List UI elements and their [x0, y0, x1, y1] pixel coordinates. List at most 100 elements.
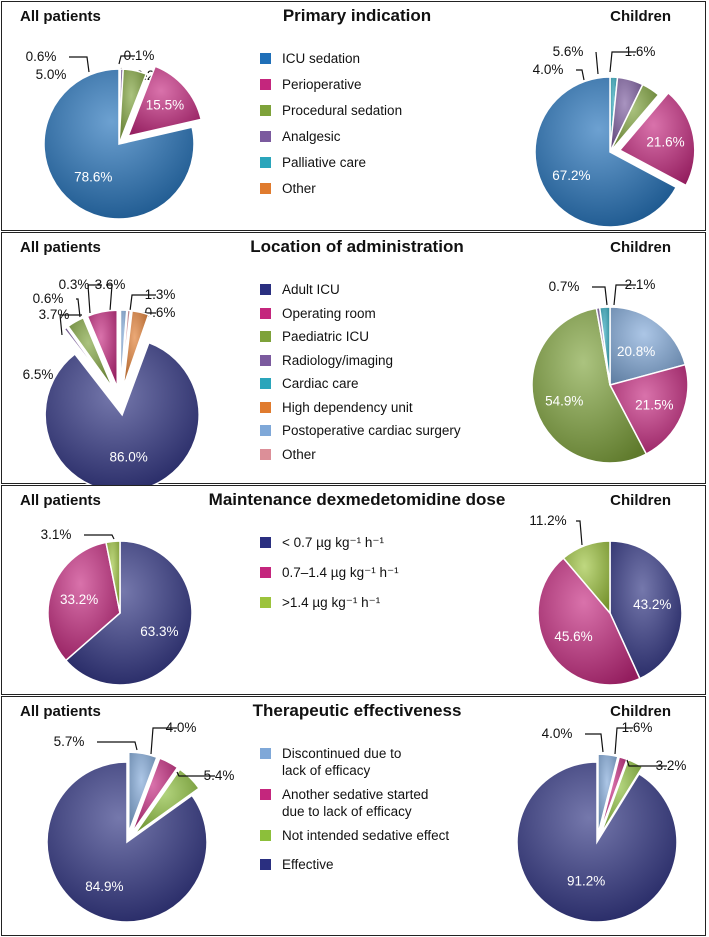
pie-chart-children: 1.6% 5.6% 4.0% 21.6% 67.2% — [533, 44, 696, 228]
data-label: 84.9% — [85, 879, 123, 894]
legend-label-line: due to lack of efficacy — [282, 804, 412, 819]
data-label: 86.0% — [109, 450, 147, 465]
legend-item: Other — [260, 446, 461, 463]
panel-maintenance-dose: All patients Maintenance dexmedetomidine… — [1, 485, 706, 695]
pie-slice — [608, 363, 689, 456]
data-label: 78.6% — [74, 169, 112, 184]
legend-label: Perioperative — [282, 77, 362, 92]
data-label: 54.9% — [545, 394, 583, 409]
legend-item: >1.4 µg kg⁻¹ h⁻¹ — [260, 594, 399, 611]
legend-label: Cardiac care — [282, 376, 359, 391]
legend-item: Perioperative — [260, 76, 402, 93]
legend-label-line: Discontinued due to — [282, 746, 402, 761]
data-label: 1.6% — [625, 44, 656, 59]
all-patients-label: All patients — [20, 8, 101, 25]
legend-swatch — [260, 378, 271, 389]
panel-location-of-administration: All patients Location of administration … — [1, 232, 706, 493]
panel-therapeutic-effectiveness: All patients Therapeutic effectiveness C… — [1, 696, 706, 936]
legend-label: Radiology/imaging — [282, 352, 394, 368]
pie-slice — [562, 540, 611, 616]
leader-line — [609, 51, 636, 73]
data-label: 0.6% — [33, 291, 64, 306]
data-label: 33.2% — [60, 592, 98, 607]
legend-label-line: Another sedative started — [282, 787, 429, 802]
data-label: 21.6% — [646, 134, 684, 149]
data-label: 0.1% — [124, 48, 155, 63]
legend-label-line: lack of efficacy — [282, 763, 371, 778]
legend-swatch — [260, 105, 271, 116]
legend-label: High dependency unit — [282, 399, 413, 415]
pie-slice — [46, 761, 208, 923]
data-label: 0.3% — [59, 277, 90, 292]
leader-line — [613, 284, 636, 306]
leader-line — [97, 741, 138, 751]
data-label: 3.1% — [41, 527, 72, 542]
panel-title: Maintenance dexmedetomidine dose — [208, 490, 506, 509]
legend-label: Procedural sedation — [282, 103, 403, 118]
pie-slice — [105, 540, 121, 614]
legend-item: Discontinued due to lack of efficacy — [260, 745, 449, 779]
legend-swatch — [260, 331, 271, 342]
data-label: 45.6% — [554, 629, 592, 644]
leader-line — [176, 771, 215, 777]
legend: Discontinued due to lack of efficacy Anot… — [260, 745, 449, 873]
pie-slice — [64, 540, 193, 686]
all-patients-label: All patients — [20, 492, 101, 509]
data-label: 4.0% — [542, 726, 573, 741]
panel-primary-indication: All patients Primary indication Children… — [1, 1, 706, 231]
leader-line — [59, 314, 82, 336]
leader-line — [595, 51, 599, 75]
legend-swatch — [260, 425, 271, 436]
pie-chart-children: 4.0% 1.6% 3.2% 91.2% — [516, 720, 686, 923]
leader-line — [129, 294, 156, 312]
legend-label: Postoperative cardiac surgery — [282, 423, 461, 438]
all-patients-label: All patients — [20, 703, 101, 720]
legend-swatch — [260, 79, 271, 90]
legend-swatch — [260, 157, 271, 168]
pie-slice — [516, 761, 678, 923]
leader-line — [614, 727, 633, 755]
legend-swatch — [260, 567, 271, 578]
legend-item: Postoperative cardiac surgery — [260, 422, 461, 439]
pie-slice — [120, 309, 132, 388]
legend: < 0.7 µg kg⁻¹ h⁻¹ 0.7–1.4 µg kg⁻¹ h⁻¹ >1… — [260, 534, 399, 611]
pie-slice — [531, 307, 648, 464]
legend-item: Palliative care — [260, 154, 402, 171]
legend-item: Operating room — [260, 305, 461, 322]
leader-line — [576, 69, 585, 81]
children-label: Children — [610, 492, 671, 509]
legend: ICU sedation Perioperative Procedural se… — [260, 50, 402, 197]
leader-line — [592, 286, 608, 306]
leader-line — [76, 298, 81, 318]
pie-chart-all-patients: 63.3% 33.2% 3.1% — [41, 527, 193, 686]
legend-item: Cardiac care — [260, 375, 461, 392]
data-label: 0.6% — [145, 305, 176, 320]
legend-label-line: Effective — [282, 857, 334, 872]
legend-swatch — [260, 307, 271, 319]
pie-chart-all-patients: 5.7% 4.0% 5.4% 84.9% — [46, 720, 234, 923]
legend-item: Radiology/imaging — [260, 352, 461, 369]
data-label: 5.6% — [553, 44, 584, 59]
pie-slice — [130, 757, 179, 834]
legend-label: Other — [282, 181, 316, 196]
data-label: 3.6% — [95, 277, 126, 292]
data-label: 5.7% — [54, 734, 85, 749]
data-label: 11.2% — [529, 513, 566, 528]
legend-item: Adult ICU — [260, 281, 461, 298]
pie-slice — [67, 316, 114, 390]
pie-slice — [609, 83, 660, 153]
pie-chart-children: 43.2% 45.6% 11.2% — [529, 513, 683, 686]
legend-swatch — [260, 537, 271, 548]
legend-label-line: Not intended sedative effect — [282, 828, 450, 843]
pie-slice — [124, 314, 153, 389]
data-label: 21.5% — [635, 397, 673, 412]
data-label: 4.0% — [533, 62, 564, 77]
pie-slice — [86, 309, 118, 388]
children-label: Children — [610, 239, 671, 256]
legend-swatch — [260, 748, 271, 759]
pie-chart-children: 20.8% 21.5% 54.9% 0.7% 2.1% — [531, 277, 689, 464]
leader-line — [69, 56, 90, 73]
data-label: 20.8% — [617, 344, 655, 359]
legend-label: Analgesic — [282, 129, 341, 144]
legend-item: Procedural sedation — [260, 102, 402, 119]
